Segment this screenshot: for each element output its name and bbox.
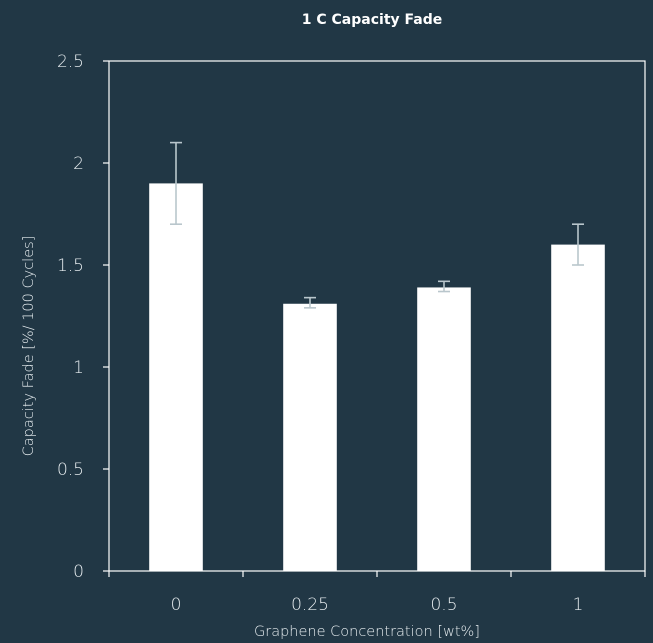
y-axis-label: Capacity Fade [%/ 100 Cycles] <box>21 236 37 457</box>
y-tick-label: 0 <box>73 562 84 582</box>
x-tick-label: 0 <box>171 595 182 615</box>
bar <box>551 244 605 571</box>
bar <box>417 287 471 571</box>
bar <box>149 183 203 571</box>
y-tick-label: 0.5 <box>57 460 84 480</box>
y-axis: 0 0.5 1 1.5 2 2.5 <box>57 52 109 582</box>
error-bars <box>170 141 584 309</box>
y-tick-label: 2 <box>73 154 84 174</box>
x-tick-label: 0.5 <box>430 595 457 615</box>
y-tick-label: 2.5 <box>57 52 84 72</box>
y-tick-label: 1 <box>73 358 84 378</box>
bar-series <box>149 183 605 571</box>
y-tick-label: 1.5 <box>57 256 84 276</box>
x-tick-label: 0.25 <box>291 595 329 615</box>
x-axis-label: Graphene Concentration [wt%] <box>254 624 480 640</box>
bar <box>283 303 337 571</box>
x-axis: 0 0.25 0.5 1 <box>108 571 646 615</box>
x-tick-label: 1 <box>573 595 584 615</box>
chart-title: 1 C Capacity Fade <box>302 12 442 28</box>
